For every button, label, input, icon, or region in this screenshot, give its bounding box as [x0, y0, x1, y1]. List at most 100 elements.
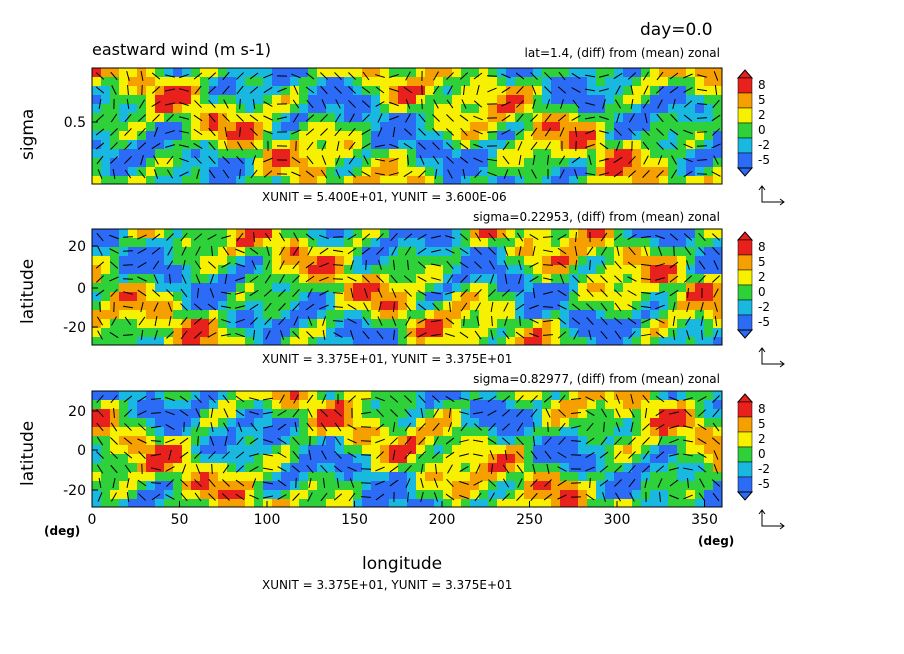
wind-vector	[375, 396, 385, 402]
heatmap-cell	[398, 86, 408, 96]
heatmap-cell	[497, 337, 507, 346]
heatmap-cell	[371, 86, 381, 96]
wind-vector	[292, 436, 300, 446]
wind-vector	[557, 451, 567, 459]
heatmap-cell	[110, 104, 120, 114]
heatmap-cell	[623, 68, 633, 78]
heatmap-cell	[686, 463, 696, 473]
heatmap-cell	[578, 499, 588, 508]
heatmap-cell	[209, 445, 219, 455]
heatmap-cell	[497, 400, 507, 410]
heatmap-cell	[371, 176, 381, 185]
wind-vector	[475, 464, 481, 474]
heatmap-cell	[227, 301, 237, 311]
heatmap-cell	[245, 131, 255, 141]
heatmap-cell	[524, 283, 534, 293]
heatmap-cell	[497, 427, 507, 437]
heatmap-cell	[218, 256, 228, 266]
heatmap-cell	[515, 238, 525, 248]
wind-vector	[516, 86, 524, 94]
heatmap-cell	[119, 77, 129, 87]
heatmap-cell	[371, 77, 381, 87]
heatmap-cell	[227, 490, 237, 500]
colorbar-label: 0	[758, 123, 766, 137]
wind-vector	[391, 288, 397, 298]
heatmap-cell	[182, 454, 192, 464]
wind-vector	[600, 275, 608, 283]
wind-vector	[292, 450, 300, 460]
heatmap-cell	[515, 158, 525, 168]
heatmap-cell	[344, 140, 354, 150]
wind-vector	[571, 317, 581, 325]
heatmap-cell	[299, 418, 309, 428]
heatmap-cell	[443, 301, 453, 311]
heatmap-cell	[686, 409, 696, 419]
heatmap-cell	[596, 490, 606, 500]
wind-vector	[124, 169, 132, 179]
heatmap-cell	[515, 481, 525, 491]
heatmap-cell	[218, 176, 228, 185]
heatmap-cell	[200, 229, 210, 239]
wind-vector	[319, 262, 329, 268]
heatmap-cell	[515, 472, 525, 482]
wind-vector	[696, 131, 708, 133]
heatmap-cell	[668, 256, 678, 266]
heatmap-cell	[263, 499, 273, 508]
heatmap-cell	[641, 463, 651, 473]
wind-vector	[208, 127, 216, 137]
heatmap-cell	[569, 427, 579, 437]
wind-vector	[263, 289, 273, 297]
heatmap-cell	[425, 247, 435, 257]
heatmap-cell	[218, 247, 228, 257]
wind-vector	[137, 479, 147, 487]
heatmap-cell	[443, 418, 453, 428]
heatmap-cell	[290, 86, 300, 96]
wind-vector	[224, 273, 228, 285]
heatmap-cell	[524, 436, 534, 446]
heatmap-cell	[524, 122, 534, 132]
heatmap-cell	[272, 409, 282, 419]
wind-vector	[683, 129, 693, 135]
wind-vector	[404, 465, 412, 473]
wind-vector	[669, 479, 679, 487]
heatmap-cell	[506, 301, 516, 311]
wind-vector	[112, 478, 116, 488]
heatmap-cell	[254, 95, 264, 105]
heatmap-cell	[704, 176, 714, 185]
heatmap-cell	[209, 122, 219, 132]
heatmap-cell	[290, 229, 300, 239]
heatmap-cell	[173, 328, 183, 338]
heatmap-cell	[389, 328, 399, 338]
wind-vector	[600, 302, 608, 312]
wind-vector	[166, 289, 174, 297]
heatmap-cell	[524, 256, 534, 266]
heatmap-cell	[101, 68, 111, 78]
heatmap-cell	[92, 167, 102, 177]
heatmap-cell	[128, 319, 138, 329]
heatmap-cell	[272, 256, 282, 266]
wind-vector	[669, 396, 679, 402]
heatmap-cell	[281, 319, 291, 329]
heatmap-cell	[263, 256, 273, 266]
heatmap-cell	[605, 454, 615, 464]
wind-vector	[109, 234, 119, 240]
heatmap-cell	[263, 391, 273, 401]
heatmap-cell	[614, 472, 624, 482]
heatmap-cell	[605, 418, 615, 428]
wind-vector	[360, 411, 372, 415]
wind-vector	[292, 331, 300, 339]
heatmap-cell	[389, 95, 399, 105]
heatmap-cell	[407, 292, 417, 302]
heatmap-cell	[398, 95, 408, 105]
wind-vector	[237, 141, 243, 151]
heatmap-cell	[623, 149, 633, 159]
heatmap-cell	[641, 319, 651, 329]
heatmap-cell	[164, 490, 174, 500]
heatmap-cell	[452, 113, 462, 123]
heatmap-cell	[164, 436, 174, 446]
heatmap-cell	[695, 310, 705, 320]
heatmap-cell	[119, 140, 129, 150]
x-tick-label: 100	[254, 512, 281, 528]
heatmap-cell	[362, 292, 372, 302]
wind-vector	[585, 410, 595, 416]
